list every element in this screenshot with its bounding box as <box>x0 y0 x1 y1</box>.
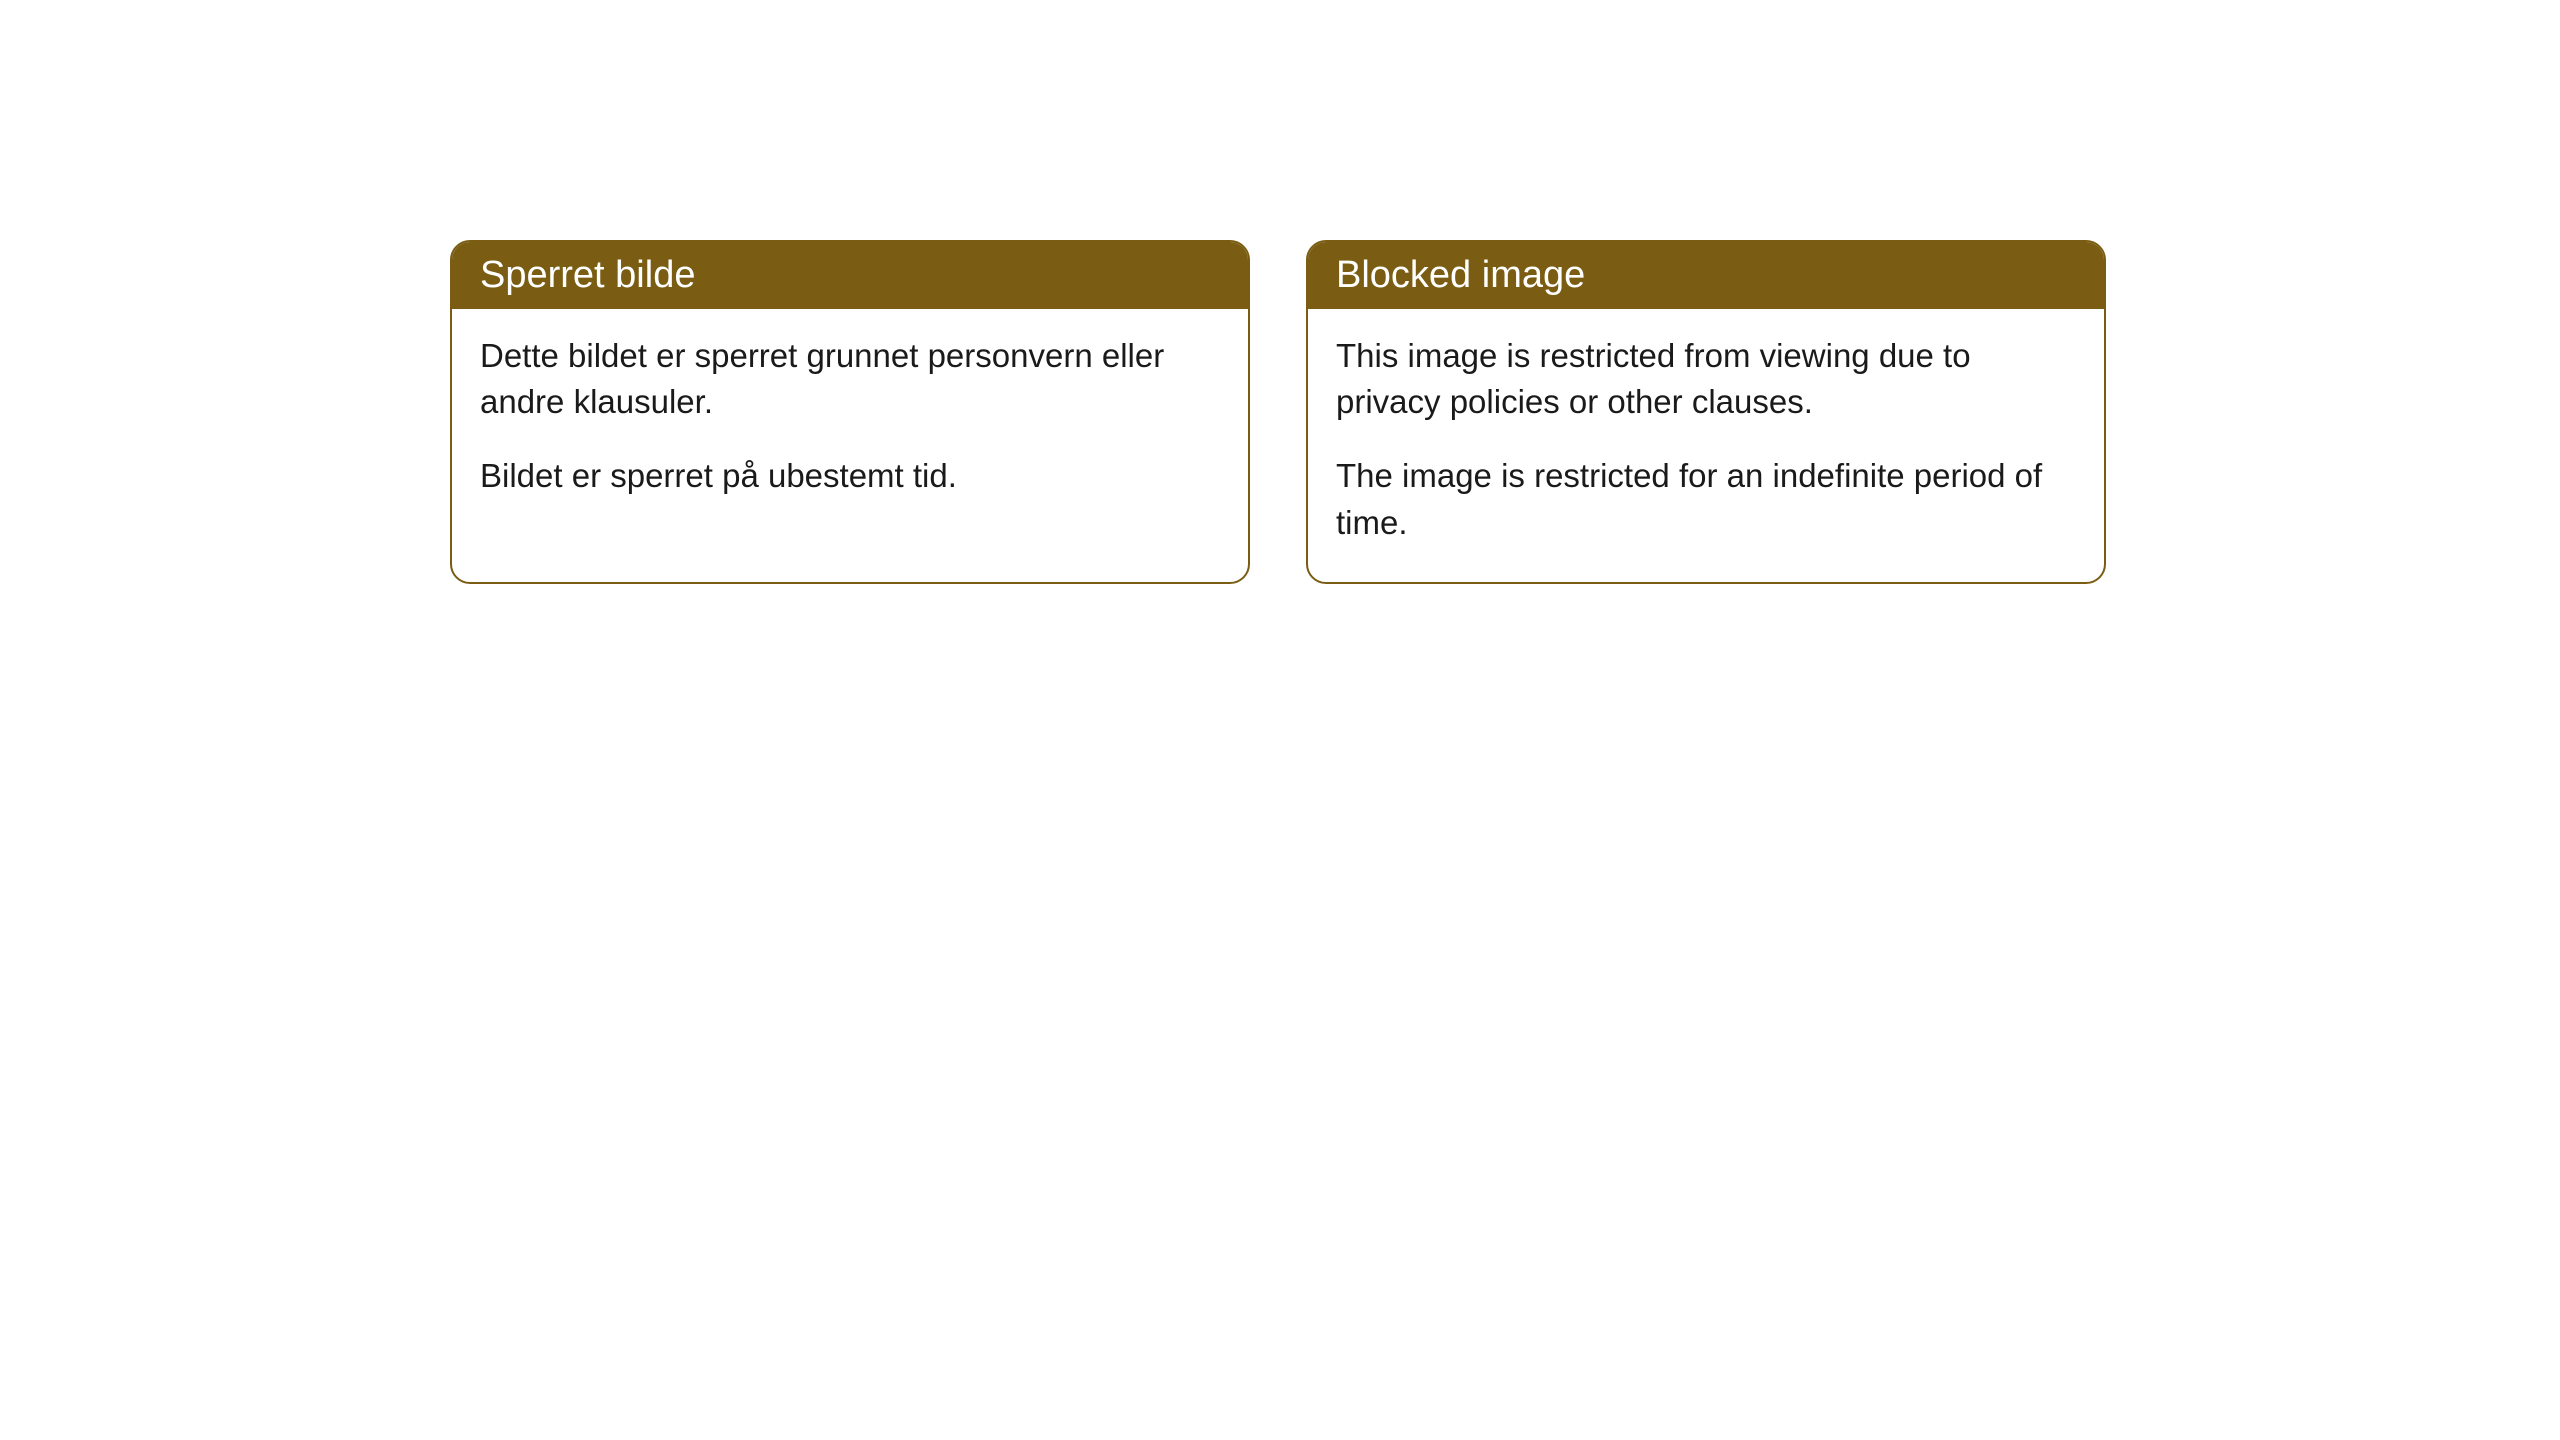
card-header: Sperret bilde <box>452 242 1248 309</box>
card-paragraph: The image is restricted for an indefinit… <box>1336 453 2076 545</box>
card-title: Sperret bilde <box>480 254 695 296</box>
card-title: Blocked image <box>1336 254 1585 296</box>
card-header: Blocked image <box>1308 242 2104 309</box>
card-paragraph: This image is restricted from viewing du… <box>1336 333 2076 425</box>
cards-container: Sperret bilde Dette bildet er sperret gr… <box>450 240 2560 584</box>
card-body: Dette bildet er sperret grunnet personve… <box>452 309 1248 536</box>
notice-card-english: Blocked image This image is restricted f… <box>1306 240 2106 584</box>
card-body: This image is restricted from viewing du… <box>1308 309 2104 582</box>
notice-card-norwegian: Sperret bilde Dette bildet er sperret gr… <box>450 240 1250 584</box>
card-paragraph: Bildet er sperret på ubestemt tid. <box>480 453 1220 499</box>
card-paragraph: Dette bildet er sperret grunnet personve… <box>480 333 1220 425</box>
